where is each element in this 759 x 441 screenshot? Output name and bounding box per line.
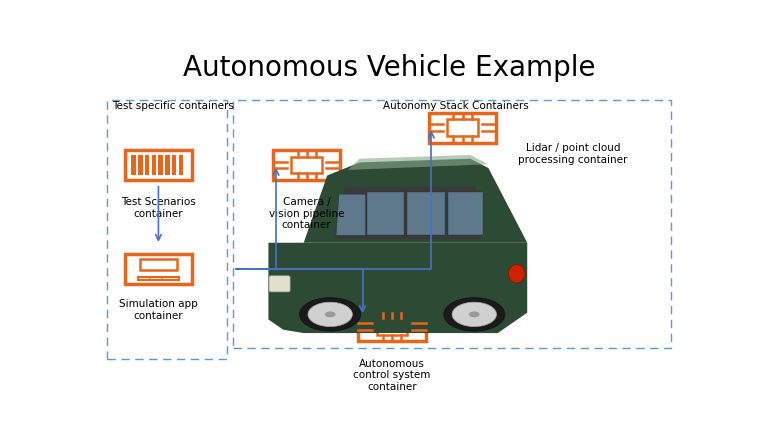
FancyBboxPatch shape — [165, 155, 169, 175]
Text: Camera /
vision pipeline
container: Camera / vision pipeline container — [269, 197, 345, 231]
FancyBboxPatch shape — [138, 155, 143, 175]
Ellipse shape — [308, 302, 352, 326]
FancyBboxPatch shape — [159, 155, 163, 175]
FancyBboxPatch shape — [269, 276, 290, 292]
Text: Autonomous
control system
container: Autonomous control system container — [353, 359, 430, 392]
Polygon shape — [333, 187, 480, 239]
Polygon shape — [448, 192, 483, 235]
Polygon shape — [348, 155, 488, 170]
FancyBboxPatch shape — [172, 155, 176, 175]
Ellipse shape — [300, 298, 361, 331]
Ellipse shape — [444, 298, 505, 331]
FancyBboxPatch shape — [152, 155, 156, 175]
Text: Test specific containers: Test specific containers — [112, 101, 235, 111]
FancyBboxPatch shape — [145, 155, 150, 175]
Ellipse shape — [325, 311, 335, 318]
Text: Simulation app
container: Simulation app container — [119, 299, 198, 321]
Text: Autonomy Stack Containers: Autonomy Stack Containers — [383, 101, 529, 111]
Text: Lidar / point cloud
processing container: Lidar / point cloud processing container — [518, 143, 628, 164]
Ellipse shape — [509, 264, 525, 283]
FancyBboxPatch shape — [131, 155, 136, 175]
Ellipse shape — [469, 311, 480, 318]
Polygon shape — [336, 194, 366, 235]
FancyBboxPatch shape — [178, 155, 183, 175]
Text: Autonomous Vehicle Example: Autonomous Vehicle Example — [183, 54, 595, 82]
Polygon shape — [367, 192, 404, 235]
Polygon shape — [269, 243, 528, 333]
Polygon shape — [407, 192, 445, 235]
Polygon shape — [304, 159, 528, 243]
Text: Test Scenarios
container: Test Scenarios container — [121, 197, 196, 219]
Ellipse shape — [452, 302, 496, 326]
